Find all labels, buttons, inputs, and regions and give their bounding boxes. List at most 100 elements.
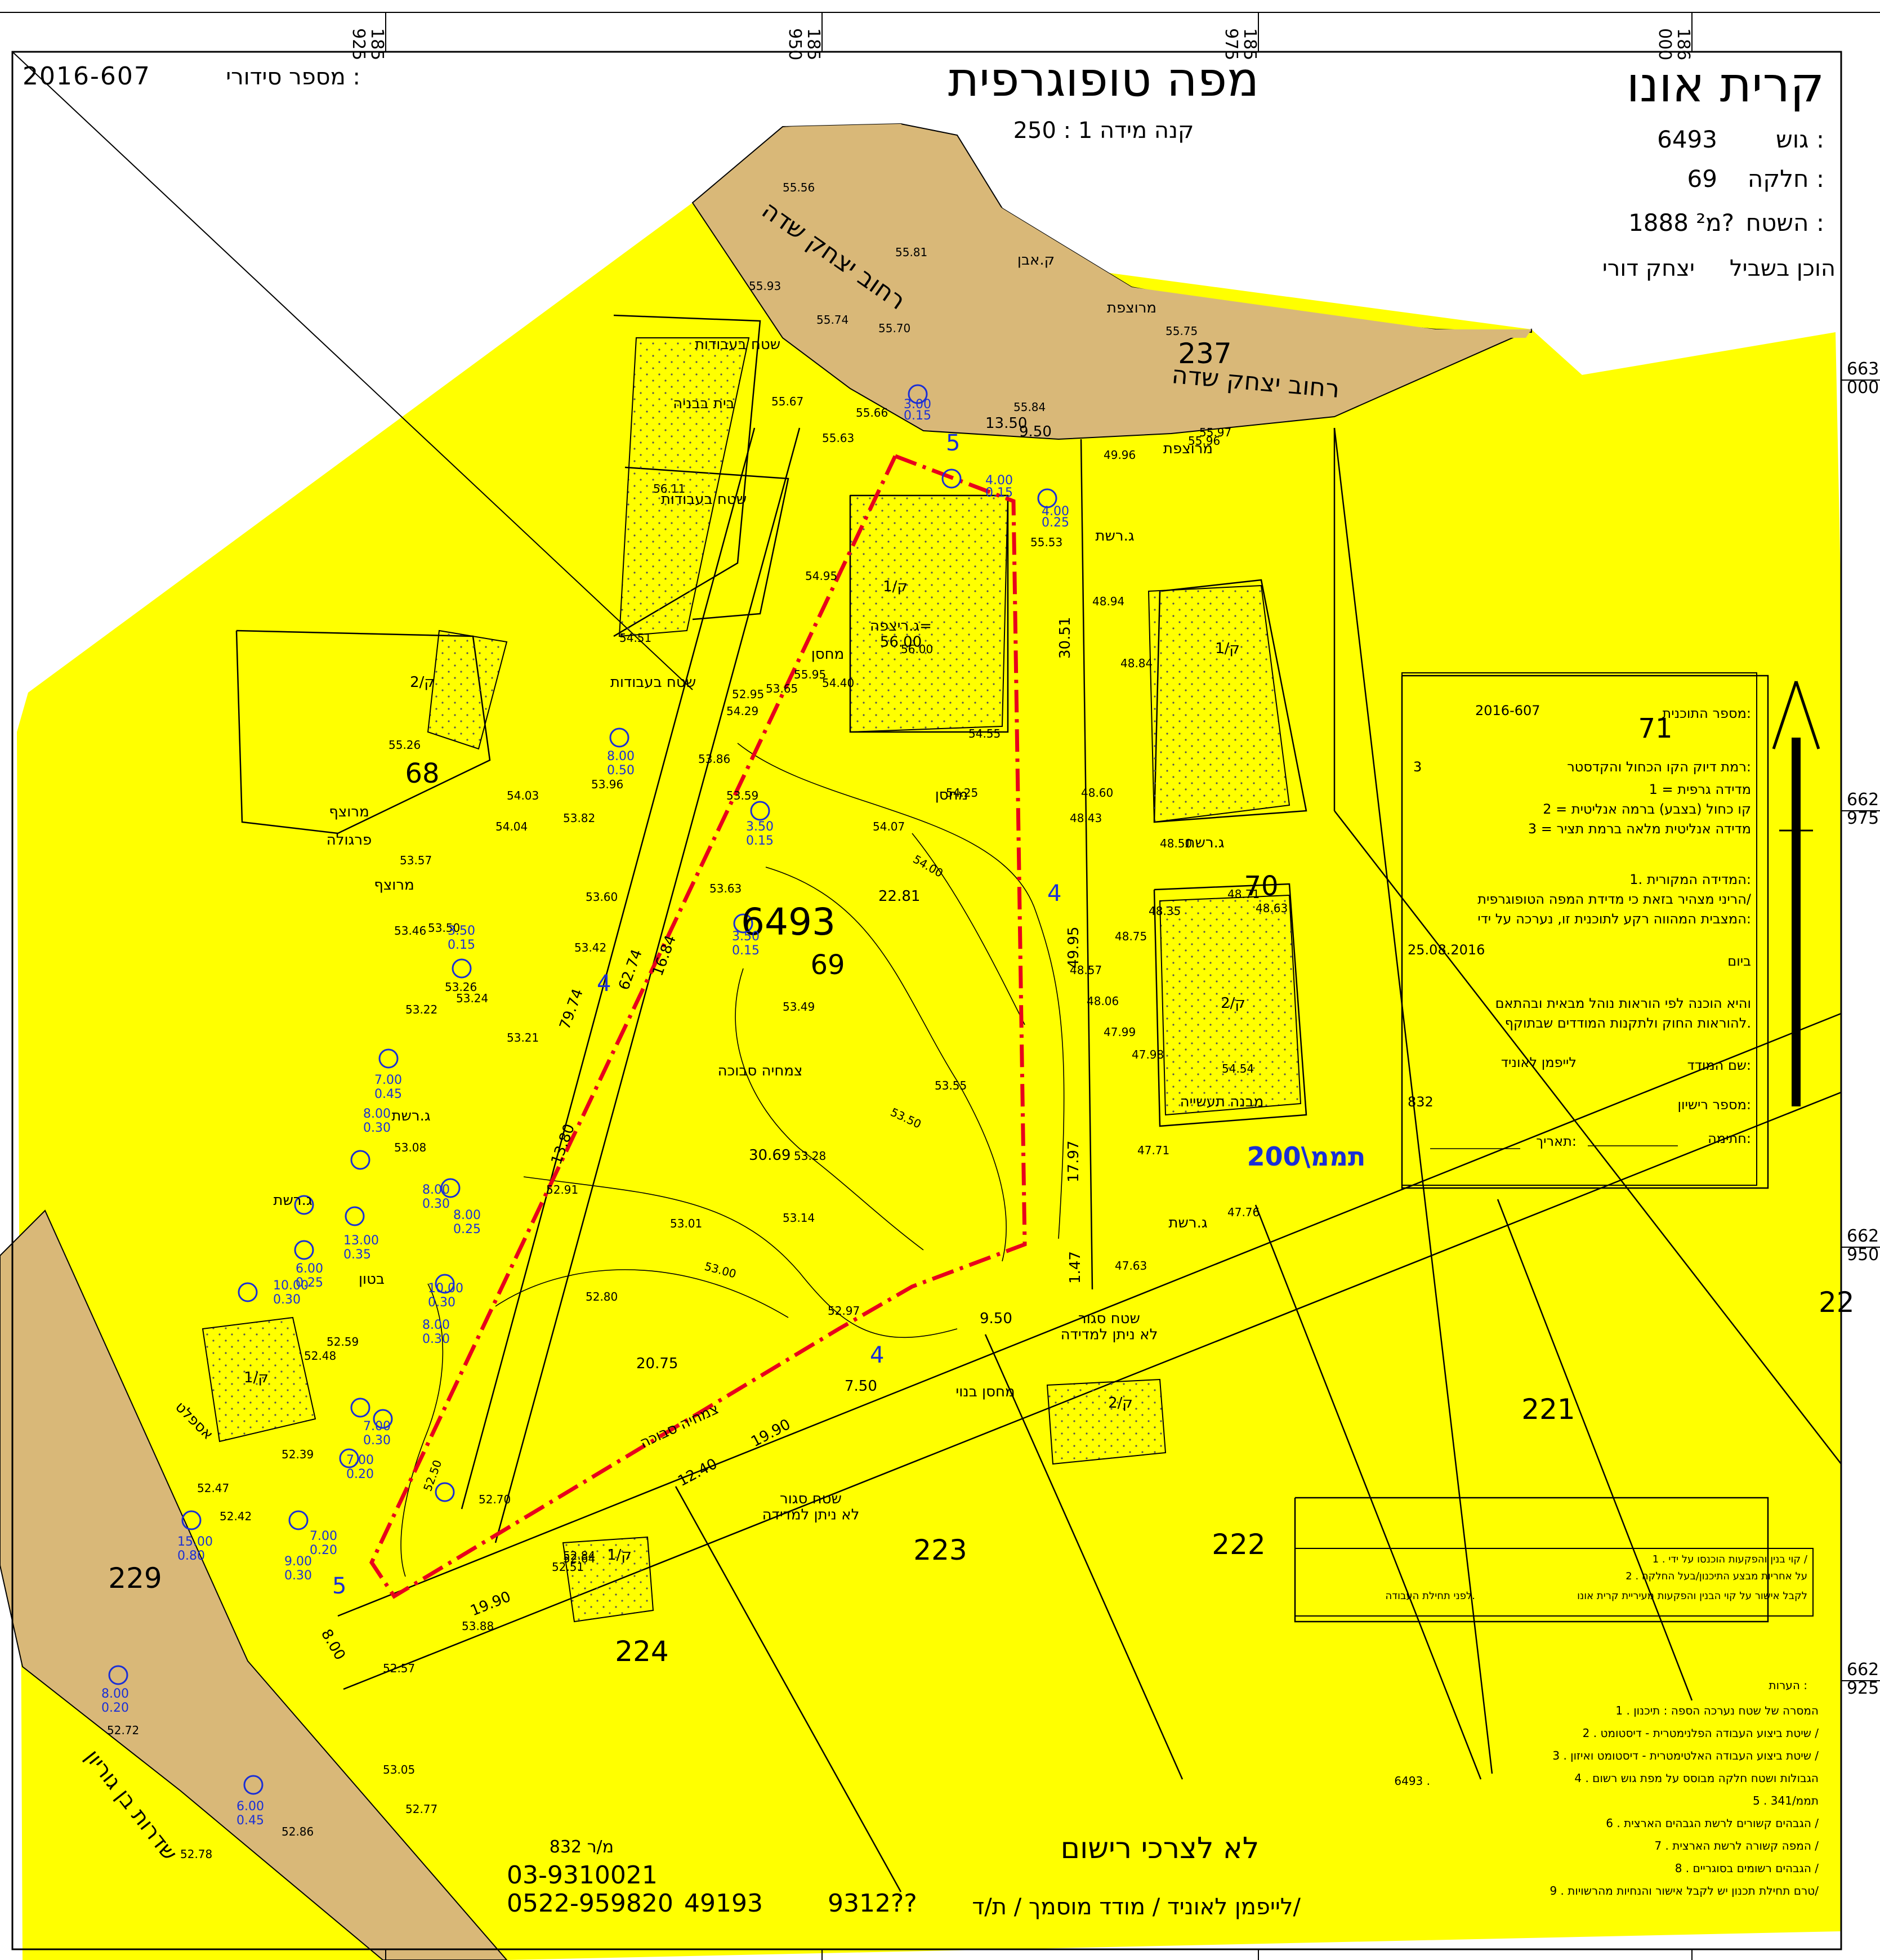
parcel-number-221: 221 <box>1521 1393 1575 1426</box>
svg-text:52.59: 52.59 <box>327 1335 359 1349</box>
svg-text:8.00: 8.00 <box>422 1318 450 1332</box>
svg-text:רמת דיוק הקו הכחול והקדסטר:: רמת דיוק הקו הכחול והקדסטר: <box>1567 759 1751 775</box>
svg-text:47.98: 47.98 <box>1132 1048 1164 1061</box>
svg-text:בטון: בטון <box>359 1271 385 1288</box>
svg-text:ג.רשת: ג.רשת <box>273 1192 312 1209</box>
svg-text:56.11: 56.11 <box>653 482 685 495</box>
svg-text:7.00: 7.00 <box>310 1529 337 1543</box>
svg-text:ק/2: ק/2 <box>1108 1395 1133 1412</box>
svg-text:47.99: 47.99 <box>1104 1025 1136 1039</box>
svg-text:55.84: 55.84 <box>1013 400 1046 414</box>
svg-text:185975: 185975 <box>1221 28 1260 60</box>
svg-text:54.25: 54.25 <box>946 786 978 800</box>
svg-text:53.21: 53.21 <box>507 1031 539 1044</box>
svg-text:6 . הגבהים קשורים לרשת הגבהים: 6 . הגבהים קשורים לרשת הגבהים הארצית / <box>1606 1816 1819 1830</box>
not-for-registration: לא לצרכי רישום <box>1061 1832 1260 1865</box>
svg-text:0.30: 0.30 <box>363 1434 391 1448</box>
svg-text:9.00: 9.00 <box>284 1555 312 1569</box>
legend-box <box>1401 672 1757 1186</box>
block-number: 6493 <box>741 900 836 944</box>
svg-text:52.72: 52.72 <box>107 1724 139 1737</box>
svg-text:13.50: 13.50 <box>985 415 1027 432</box>
serial-value: 2016-607 <box>23 62 151 91</box>
svg-text:55.67: 55.67 <box>771 395 803 408</box>
building-lines-text: 1 . קוי בנין והפקעות הוכנסו על ידי / 2 .… <box>1386 1553 1808 1602</box>
svg-text:0.15: 0.15 <box>746 834 774 848</box>
svg-text:3 = מדידה אנליטית מלאה ברמת תצ: 3 = מדידה אנליטית מלאה ברמת תציר <box>1528 821 1751 837</box>
svg-text:22.81: 22.81 <box>878 888 920 905</box>
road-yitzhak-sadeh-2 <box>783 124 1531 338</box>
svg-text:53.63: 53.63 <box>709 882 742 895</box>
svg-text:48.60: 48.60 <box>1081 786 1113 800</box>
svg-text:8.00: 8.00 <box>101 1687 129 1701</box>
svg-text:7.00: 7.00 <box>363 1419 391 1434</box>
tree-labels: 3.500.15 8.000.50 3.500.15 7.000.45 8.00… <box>101 398 1069 1828</box>
svg-text:0.15: 0.15 <box>904 409 931 423</box>
svg-text:52.64: 52.64 <box>563 1552 595 1565</box>
scale-label: קנה מידה 1 : 250 <box>1013 118 1194 144</box>
parcel-number-71: 71 <box>1638 713 1672 744</box>
svg-text:48.06: 48.06 <box>1087 994 1119 1008</box>
svg-text:3: 3 <box>1413 759 1422 775</box>
trees <box>108 384 1057 1795</box>
svg-text:1. המדידה המקורית:: 1. המדידה המקורית: <box>1629 872 1751 887</box>
svg-text:0.80: 0.80 <box>177 1549 205 1563</box>
svg-text:48.35: 48.35 <box>1149 904 1181 918</box>
svg-text:53.14: 53.14 <box>783 1211 815 1225</box>
svg-text:2 = קו כחול (בצבע) ברמה אנליטי: 2 = קו כחול (בצבע) ברמה אנליטית <box>1543 801 1751 817</box>
helka-label: חלקה : <box>1748 165 1824 193</box>
svg-text:53.86: 53.86 <box>698 752 730 766</box>
svg-text:47.63: 47.63 <box>1115 1259 1147 1273</box>
svg-text:54.95: 54.95 <box>805 569 837 583</box>
svg-text:55.26: 55.26 <box>388 738 421 752</box>
svg-text:4: 4 <box>870 1342 884 1368</box>
svg-text:4 . הגבולות ושטח חלקה מבוסס: 4 . הגבולות ושטח חלקה מבוסס על מפת גוש ר… <box>1574 1771 1819 1785</box>
svg-text:48.84: 48.84 <box>1120 657 1153 670</box>
svg-text:53.26: 53.26 <box>445 980 477 994</box>
svg-text:54.40: 54.40 <box>822 676 854 690</box>
map-title: מפה טופוגרפית <box>948 52 1259 107</box>
svg-text:ק/2: ק/2 <box>410 674 435 691</box>
phone-2: 0522-959820 <box>507 1889 673 1918</box>
phone-1: 03-9310021 <box>507 1861 658 1890</box>
svg-text:53.82: 53.82 <box>563 811 595 825</box>
svg-text:0.30: 0.30 <box>284 1569 312 1583</box>
svg-text:ק/1: ק/1 <box>1215 640 1240 657</box>
svg-text:2016-607: 2016-607 <box>1475 703 1540 718</box>
svg-text:48.43: 48.43 <box>1070 811 1102 825</box>
parcel-number-70: 70 <box>1244 870 1278 902</box>
svg-text:54.55: 54.55 <box>968 727 1001 740</box>
svg-text:המצבית המהווה רקע לתוכנית זו,: המצבית המהווה רקע לתוכנית זו, נערכה על י… <box>1477 911 1751 927</box>
svg-text:הריני מצהיר בזאת כי מדידת המפה: הריני מצהיר בזאת כי מדידת המפה הטופוגרפי… <box>1477 891 1752 907</box>
svg-text:7 . המפה קשורה לרשת הארצית /: 7 . המפה קשורה לרשת הארצית / <box>1654 1839 1819 1852</box>
svg-text:832: 832 <box>1408 1094 1434 1110</box>
svg-text:חתימה:: חתימה: <box>1708 1131 1751 1146</box>
svg-text:מרוצפת: מרוצפת <box>1163 440 1213 457</box>
setback-labels: 4 4 4 5 5 <box>332 430 1061 1599</box>
svg-text:53.42: 53.42 <box>574 941 606 954</box>
svg-text:מחסן: מחסן <box>935 787 968 803</box>
svg-text:13.00: 13.00 <box>343 1234 379 1248</box>
svg-text:53.49: 53.49 <box>783 1000 815 1014</box>
north-arrow-icon <box>1772 681 1820 1106</box>
svg-text:3.50: 3.50 <box>732 930 760 944</box>
svg-text:53.24: 53.24 <box>456 992 488 1005</box>
feature-labels: שטח בעבודות בית בבניה שטח בעבודות שטח בע… <box>244 252 1263 1564</box>
svg-text:7.00: 7.00 <box>346 1453 374 1467</box>
svg-text:ג.ריצפה=56.00: ג.ריצפה= 56.00 <box>870 618 932 651</box>
svg-text:מחסן בנוי: מחסן בנוי <box>955 1383 1015 1400</box>
svg-text:4.00: 4.00 <box>1042 504 1069 519</box>
svg-text:0.20: 0.20 <box>101 1701 129 1715</box>
svg-text:מרוצף: מרוצף <box>329 803 369 820</box>
svg-text:53.60: 53.60 <box>586 890 618 904</box>
svg-text:ביום: ביום <box>1727 953 1751 969</box>
svg-text:9.50: 9.50 <box>1019 423 1052 440</box>
svg-text:לקבל אישור על קוי הבנין והפקעו: לקבל אישור על קוי הבנין והפקעות מעיריית … <box>1577 1590 1807 1602</box>
svg-text:53.55: 53.55 <box>935 1079 967 1092</box>
svg-text:והיא הוכנה לפי הוראות נוהל מבא: והיא הוכנה לפי הוראות נוהל מבאית ובהתאם <box>1495 995 1751 1011</box>
svg-text:52.70: 52.70 <box>479 1493 511 1506</box>
